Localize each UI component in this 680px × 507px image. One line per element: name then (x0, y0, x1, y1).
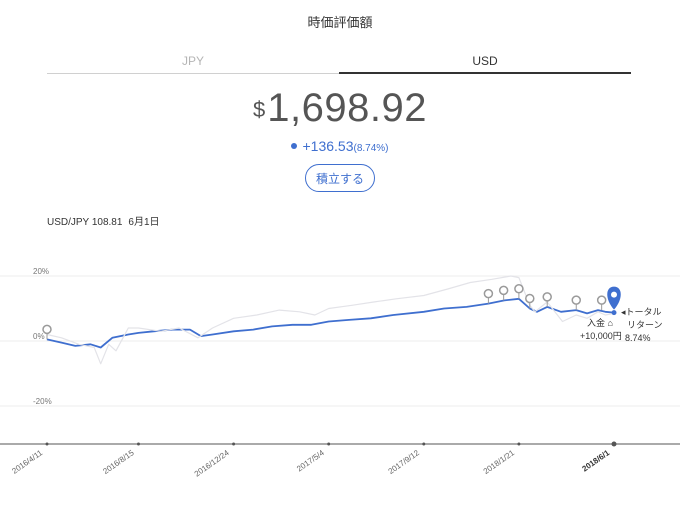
current-pin-icon (607, 286, 621, 310)
fx-rate-label: USD/JPY 108.81 (47, 217, 123, 228)
x-tick-label: 2016/4/11 (10, 448, 44, 476)
x-tick-dot (422, 442, 426, 446)
deposit-annotation: 入金 ⌂ (587, 318, 613, 329)
map-pin-icon (498, 285, 509, 296)
change-display: +136.53(8.74%) (0, 138, 680, 156)
x-tick-label: 2016/8/15 (101, 448, 136, 476)
change-percent: (8.74%) (353, 143, 389, 154)
map-pin-icon (42, 324, 52, 335)
map-pin-icon (571, 295, 581, 305)
map-pin-icon (525, 293, 535, 304)
total-return-annotation: ◂トータル (621, 307, 662, 318)
map-pin-icon (542, 292, 552, 302)
currency-tabs: JPY USD (47, 52, 631, 74)
total-return-arrow-icon: ◂ (621, 307, 626, 317)
deposit-label: 入金 (587, 318, 606, 328)
x-tick-dot (45, 442, 49, 446)
current-point (611, 310, 617, 316)
valuation-display: $1,698.92 (0, 86, 680, 131)
y-tick-label: -20% (33, 397, 52, 406)
deposit-icon: ⌂ (607, 318, 613, 328)
x-tick-dot (232, 442, 236, 446)
map-pin-icon (483, 288, 494, 299)
x-tick-label: 2016/12/24 (193, 448, 231, 479)
current-pin-hole (611, 291, 617, 298)
deposit-amount: +10,000円 (580, 331, 622, 341)
x-tick-dot (136, 442, 140, 446)
tab-jpy[interactable]: JPY (47, 52, 339, 74)
x-tick-dot (517, 442, 521, 446)
x-tick-dot (327, 442, 331, 446)
total-return-line1: トータル (625, 307, 662, 317)
fx-rate: USD/JPY 108.81 6月1日 (47, 213, 160, 228)
change-dot-icon (291, 143, 298, 149)
page-title: 時価評価額 (307, 15, 373, 30)
portfolio-line (46, 297, 615, 349)
benchmark-line (46, 275, 615, 365)
x-tick-label: 2017/9/12 (387, 448, 422, 476)
x-tick-dot (611, 441, 617, 447)
change-amount: +136.53 (302, 138, 354, 154)
map-pin-icon (514, 284, 524, 294)
x-tick-label: 2017/5/4 (295, 448, 326, 474)
valuation-amount: 1,698.92 (267, 86, 427, 130)
x-tick-label: 2018/6/1 (580, 448, 611, 474)
currency-sign: $ (253, 97, 266, 122)
x-tick-label: 2018/1/21 (482, 448, 517, 476)
invest-button[interactable]: 積立する (305, 164, 375, 192)
y-tick-label: 0% (33, 332, 45, 341)
map-pin-icon (596, 295, 607, 305)
tab-usd[interactable]: USD (339, 52, 631, 74)
y-tick-label: 20% (33, 267, 49, 276)
total-return-percent: 8.74% (625, 333, 651, 343)
performance-chart[interactable]: 20% 0% -20% 2016/4/11 2016/8/15 2016/12/24 201… (0, 230, 680, 507)
fx-rate-date: 6月1日 (128, 217, 160, 228)
total-return-line2: リターン (627, 320, 663, 330)
